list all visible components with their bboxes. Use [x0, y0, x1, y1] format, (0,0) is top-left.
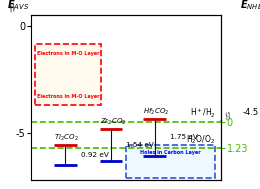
Text: H$_2$O/O$_2$: H$_2$O/O$_2$: [186, 134, 215, 146]
Text: //: //: [8, 3, 16, 13]
Bar: [126, 145, 215, 178]
Text: Ti$_2$CO$_2$: Ti$_2$CO$_2$: [54, 133, 79, 143]
Text: 1.54 eV: 1.54 eV: [126, 142, 154, 148]
Text: E$_{NHE}$: E$_{NHE}$: [240, 0, 260, 12]
Text: //: //: [225, 111, 233, 121]
Text: 1.75 eV: 1.75 eV: [170, 134, 198, 140]
Text: Hf$_2$CO$_2$: Hf$_2$CO$_2$: [143, 107, 170, 117]
Text: -4.5: -4.5: [242, 108, 258, 117]
Bar: [35, 44, 101, 105]
Text: H$^+$/H$_2$: H$^+$/H$_2$: [190, 107, 215, 120]
Text: E$_{AVS}$: E$_{AVS}$: [6, 0, 29, 12]
Text: Electrons in M-O Layer: Electrons in M-O Layer: [37, 94, 100, 99]
Text: Holes in Carbon Layer: Holes in Carbon Layer: [140, 149, 201, 154]
Text: 0.92 eV: 0.92 eV: [81, 152, 108, 158]
Text: Electrons in M-O Layer: Electrons in M-O Layer: [37, 51, 100, 56]
Text: Zr$_2$CO$_2$: Zr$_2$CO$_2$: [100, 117, 126, 127]
